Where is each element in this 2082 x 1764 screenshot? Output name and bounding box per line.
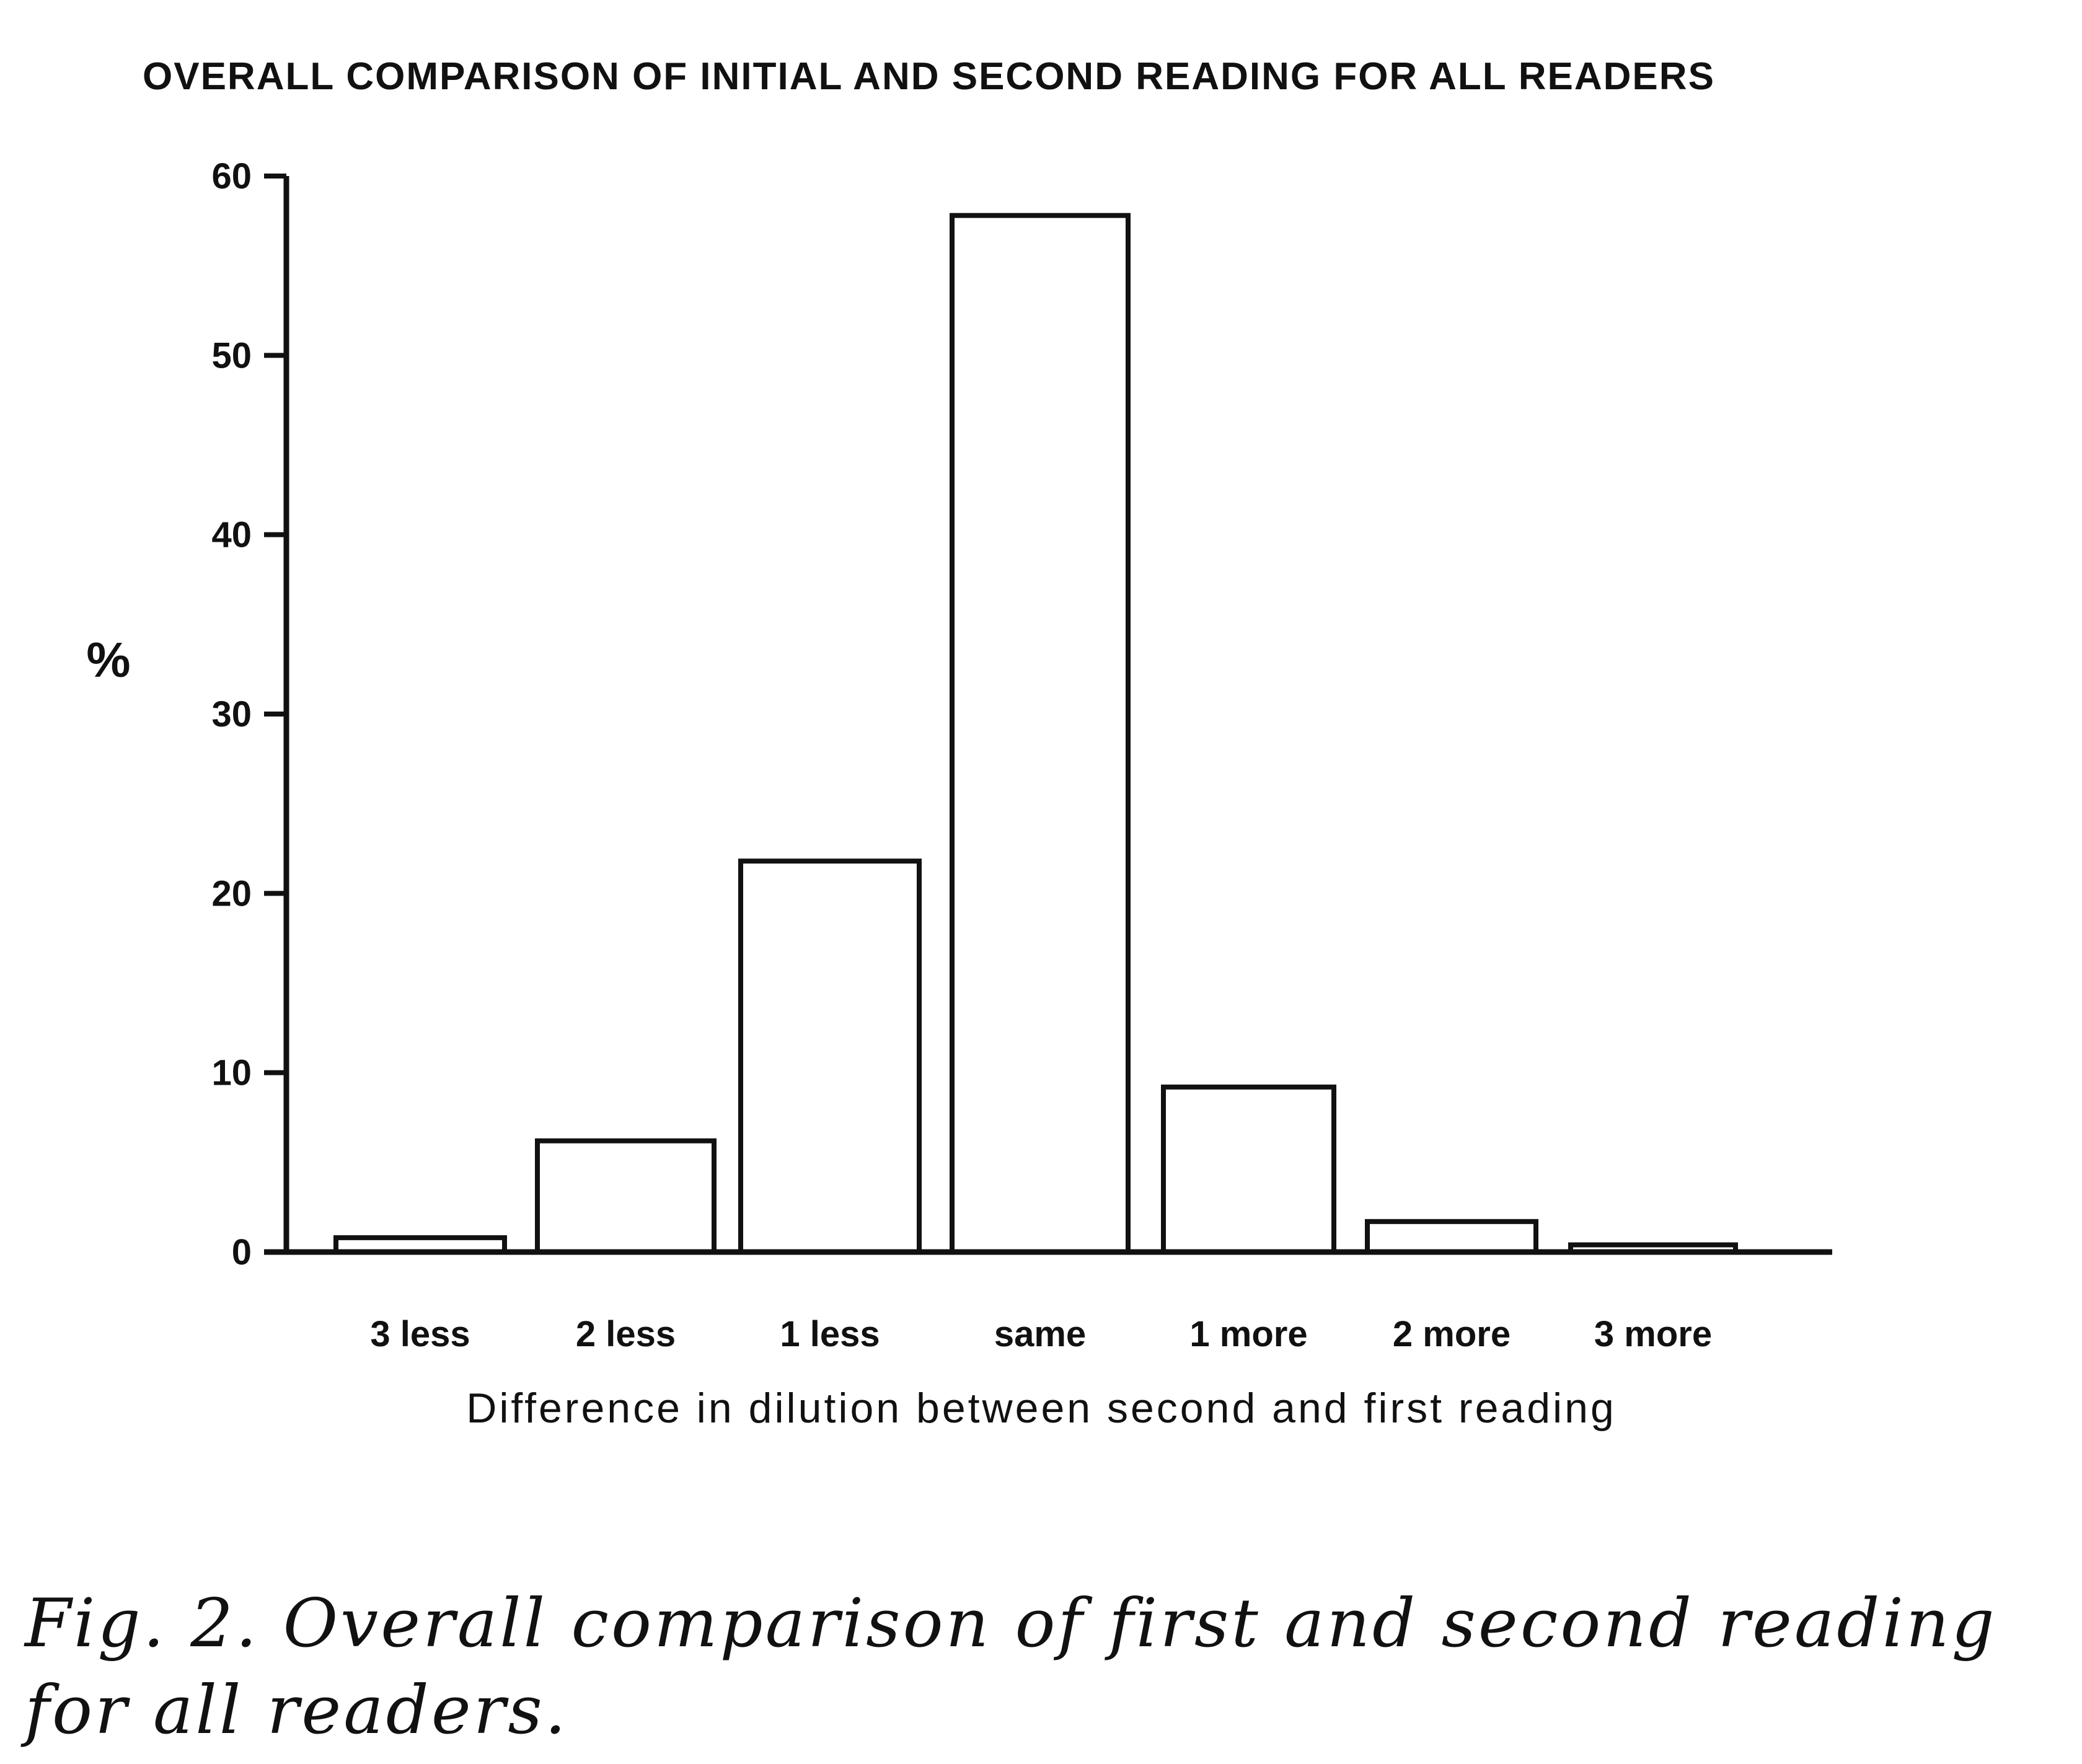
- y-tick-label: 40: [211, 515, 252, 555]
- y-tick-label: 60: [211, 156, 252, 196]
- x-tick-label: 1 less: [780, 1314, 880, 1354]
- bar-same: [950, 213, 1131, 1255]
- bar-2-less: [535, 1138, 717, 1255]
- bar-3-more: [1568, 1242, 1738, 1255]
- x-tick-label: 3 more: [1594, 1314, 1712, 1354]
- x-tick-label: 2 less: [576, 1314, 676, 1354]
- x-axis-label: Difference in dilution between second an…: [466, 1385, 1617, 1432]
- y-tick-label: 20: [211, 873, 252, 914]
- y-tick-label: 50: [211, 335, 252, 376]
- x-tick-label: 3 less: [370, 1314, 470, 1354]
- bar-2-more: [1365, 1219, 1538, 1255]
- bar-3-less: [333, 1235, 507, 1255]
- bar-1-less: [738, 858, 922, 1255]
- x-tick-label: 1 more: [1189, 1314, 1307, 1354]
- y-tick-label: 0: [232, 1232, 252, 1272]
- chart-title: OVERALL COMPARISON OF INITIAL AND SECOND…: [143, 55, 1715, 98]
- x-tick-label: 2 more: [1393, 1314, 1511, 1354]
- y-axis-label: %: [86, 632, 130, 687]
- bar-1-more: [1161, 1084, 1336, 1255]
- y-tick-label: 10: [211, 1053, 252, 1093]
- y-tick-label: 30: [211, 694, 252, 734]
- figure-caption: Fig. 2. Overall comparison of first and …: [25, 1585, 1997, 1749]
- x-tick-label: same: [994, 1314, 1086, 1354]
